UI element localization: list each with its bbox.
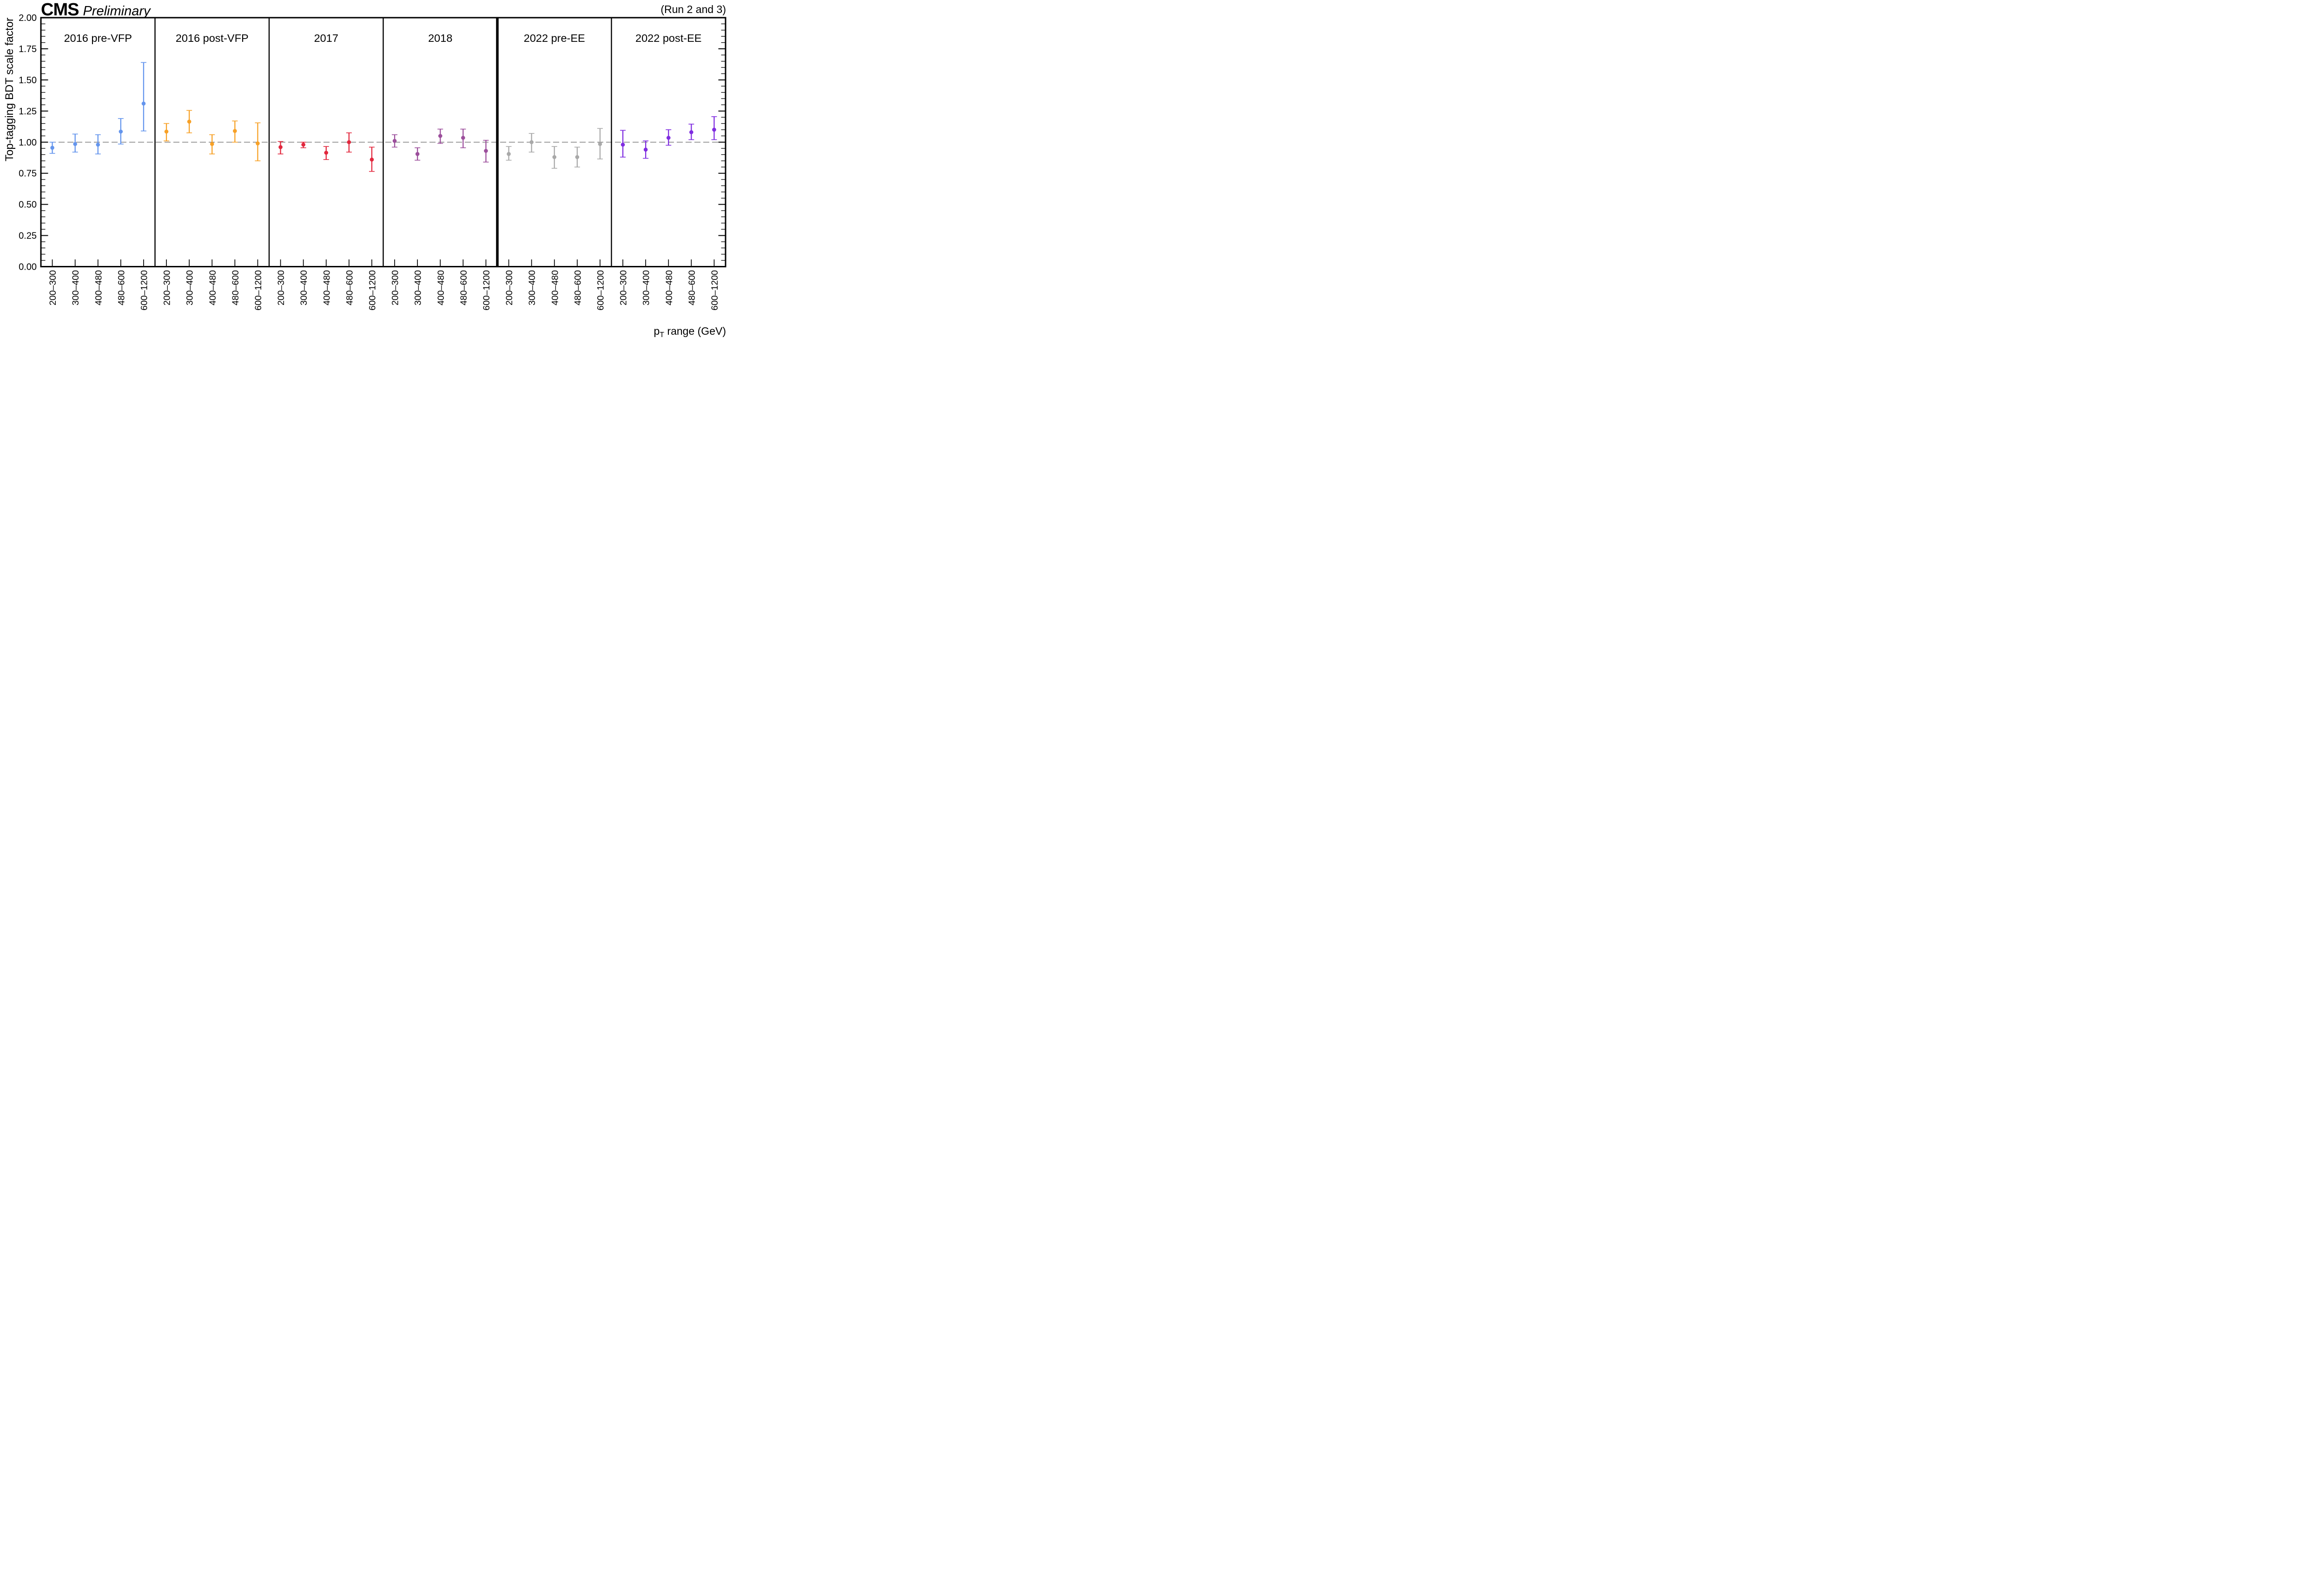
data-point [301,142,305,147]
data-point [164,129,169,134]
x-tick-label: 400–480 [93,270,104,305]
x-tick-label: 200–300 [504,270,515,305]
x-tick-label: 600–1200 [710,270,720,311]
y-axis-title: Top-tagging BDT scale factor [3,18,16,161]
x-tick-label: 300–400 [641,270,652,305]
preliminary-label: Preliminary [83,4,151,19]
panel-title: 2016 post-VFP [176,32,249,44]
data-point [187,119,191,124]
cms-logo: CMS [41,0,79,20]
x-tick-label: 480–600 [344,270,355,305]
figure-canvas: CMS Preliminary (Run 2 and 3) 2016 pre-V… [0,0,729,340]
data-point [233,129,237,133]
x-tick-label: 300–400 [413,270,423,305]
x-tick-label: 200–300 [619,270,629,305]
x-axis-title-subscript: T [660,331,665,339]
data-point [392,139,397,143]
scale-factor-plot: 2016 pre-VFP 2016 post-VFP 2017 2018 2022 pr… [3,13,726,311]
x-tick-label: 300–400 [71,270,81,305]
y-tick-label: 1.75 [19,44,37,54]
data-point [370,157,374,162]
x-axis-title-prefix: p [654,325,660,337]
x-tick-label: 480–600 [116,270,126,305]
x-tick-label: 600–1200 [482,270,492,311]
x-tick-label: 300–400 [527,270,537,305]
data-point [278,145,283,149]
x-tick-label: 400–480 [208,270,218,305]
y-tick-label: 1.25 [19,106,37,117]
data-point [96,142,100,147]
panel-title: 2018 [428,32,452,44]
plot-frame [40,17,726,267]
data-point [210,142,214,146]
x-tick-label: 600–1200 [367,270,377,311]
x-tick-label: 400–480 [550,270,560,305]
data-point [438,134,442,138]
data-point [621,142,625,147]
data-point [73,142,77,146]
x-tick-label: 200–300 [390,270,401,305]
x-tick-label: 480–600 [459,270,469,305]
panel-title: 2017 [314,32,338,44]
x-tick-label: 600–1200 [253,270,264,311]
x-tick-label: 400–480 [322,270,332,305]
data-point [347,140,351,145]
y-tick-label: 1.50 [19,75,37,86]
data-point [598,142,602,146]
data-point [461,136,465,140]
x-tick-label: 200–300 [162,270,172,305]
x-tick-label: 200–300 [276,270,286,305]
x-tick-label: 400–480 [664,270,674,305]
panel-title: 2016 pre-VFP [64,32,132,44]
data-point [415,152,420,156]
panel-title: 2022 pre-EE [524,32,585,44]
y-tick-label: 1.00 [19,138,37,148]
x-tick-label: 300–400 [299,270,309,305]
run-period-note: (Run 2 and 3) [660,3,726,15]
data-point [50,146,54,150]
x-axis-title: pT range (GeV) [654,325,726,339]
y-tick-label: 0.50 [19,200,37,210]
data-point [712,127,716,132]
data-point [575,155,580,159]
data-point [324,151,329,155]
x-tick-label: 200–300 [48,270,58,305]
data-point [141,101,146,106]
x-tick-label: 480–600 [573,270,583,305]
x-tick-label: 300–400 [185,270,195,305]
x-tick-label: 600–1200 [139,270,149,311]
x-tick-label: 400–480 [436,270,446,305]
x-tick-label: 480–600 [231,270,241,305]
y-tick-label: 0.75 [19,169,37,179]
data-point [689,130,693,134]
x-tick-label: 480–600 [687,270,697,305]
data-point [666,136,671,140]
data-point [552,155,557,159]
x-axis-title-suffix: range (GeV) [664,325,726,337]
data-point [529,140,534,145]
x-tick-label: 600–1200 [595,270,606,311]
y-tick-label: 2.00 [19,13,37,23]
data-point [507,152,511,156]
y-tick-label: 0.00 [19,262,37,272]
y-tick-label: 0.25 [19,231,37,241]
data-point [643,147,648,152]
data-point [119,129,123,134]
panel-title: 2022 post-EE [635,32,701,44]
figure-header: CMS Preliminary [41,0,150,20]
data-point [256,141,260,146]
data-point [484,149,488,153]
